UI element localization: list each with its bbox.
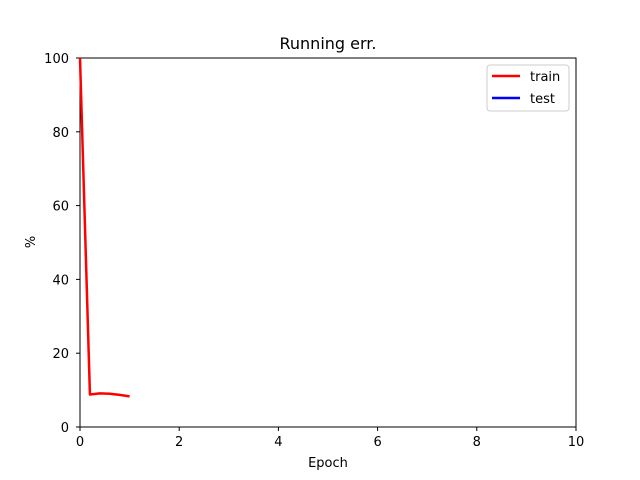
y-axis-ticks: 0 20 40 60 80 100 [44,52,80,436]
x-tick-label: 0 [76,435,84,450]
x-tick-label: 4 [274,435,282,450]
legend-test-label: test [530,92,555,107]
y-tick-label: 100 [44,52,69,67]
series-line-train [78,57,130,398]
chart-title: Running err. [280,34,377,53]
x-axis-ticks: 0 2 4 6 8 10 [76,427,584,450]
series-layer [78,57,130,398]
x-tick-label: 6 [373,435,381,450]
y-tick-label: 40 [52,273,69,288]
plot-area [79,57,577,428]
x-tick-label: 2 [175,435,183,450]
y-tick-label: 60 [52,200,69,215]
legend: train test [486,64,570,112]
y-tick-label: 0 [61,421,69,436]
x-tick-label: 8 [473,435,481,450]
y-tick-label: 80 [52,126,69,141]
legend-train-label: train [530,70,560,85]
x-axis-label: Epoch [308,456,348,471]
x-tick-label: 10 [568,435,585,450]
y-tick-label: 20 [52,347,69,362]
y-axis-label: % [24,236,39,248]
